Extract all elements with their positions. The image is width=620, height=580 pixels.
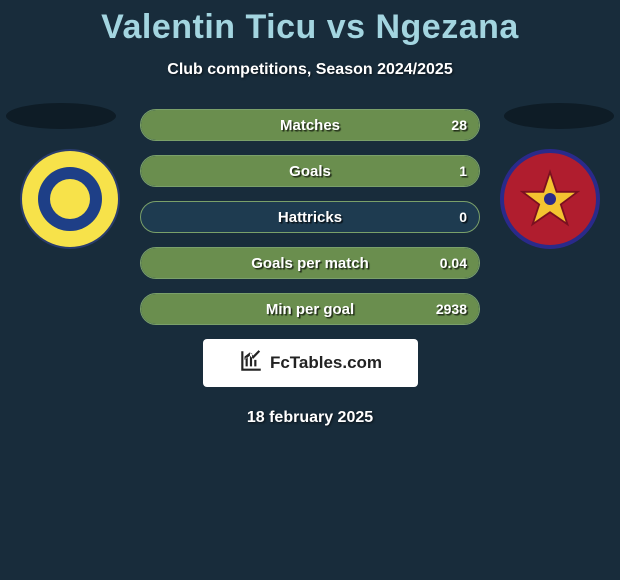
team-badge-left [20,149,120,249]
stat-label: Goals [289,163,331,180]
stat-value-right: 0 [459,209,467,225]
stat-value-right: 1 [459,163,467,179]
shadow-left [6,103,116,129]
team-badge-left-inner [38,167,102,231]
team-badge-right [500,149,600,249]
shadow-right [504,103,614,129]
stat-row: Goals 1 [140,155,480,187]
date-label: 18 february 2025 [0,409,620,427]
stat-row: Hattricks 0 [140,201,480,233]
stat-value-right: 28 [451,117,467,133]
chart-icon [238,348,264,379]
subtitle: Club competitions, Season 2024/2025 [0,61,620,79]
stat-row: Goals per match 0.04 [140,247,480,279]
page-title: Valentin Ticu vs Ngezana [0,0,620,47]
stats-list: Matches 28 Goals 1 Hattricks 0 Goals per… [140,109,480,325]
star-icon [520,169,580,229]
comparison-area: Matches 28 Goals 1 Hattricks 0 Goals per… [0,109,620,325]
stat-row: Matches 28 [140,109,480,141]
stat-label: Hattricks [278,209,342,226]
stat-value-right: 2938 [436,301,467,317]
stat-label: Matches [280,117,340,134]
source-logo-text: FcTables.com [270,353,382,373]
stat-label: Goals per match [251,255,369,272]
stat-label: Min per goal [266,301,354,318]
stat-value-right: 0.04 [440,255,467,271]
stat-row: Min per goal 2938 [140,293,480,325]
source-logo: FcTables.com [203,339,418,387]
